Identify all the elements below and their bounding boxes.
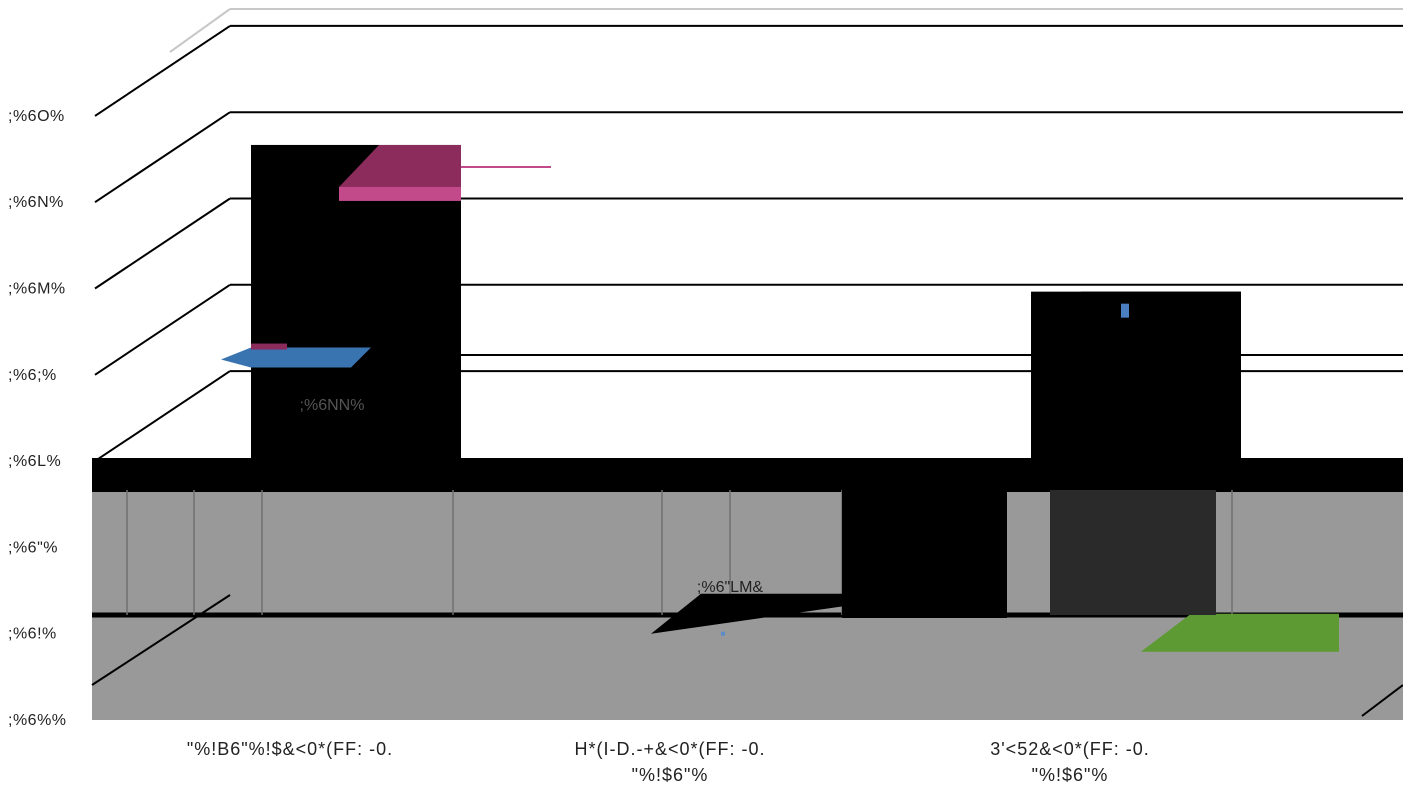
floor-dark-panel (842, 458, 1007, 618)
x-category-label-1: H*(I-D.-+&<0*(FF: -0. (574, 739, 765, 759)
grid-diagonal-4 (94, 283, 231, 376)
y-tick-label-0: ;%6%% (8, 712, 67, 729)
x-axis-labels: "%!B6"%!$&<0*(FF: -0. H*(I-D.-+&<0*(FF: -… (187, 739, 1150, 785)
y-tick-label-2: ;%6"% (8, 539, 58, 556)
bar-segment-0-0 (339, 144, 461, 187)
y-tick-label-7: ;%6O% (8, 108, 65, 125)
bar-group-1: ;%6"LM& (651, 579, 861, 636)
grid-diagonal-7 (94, 25, 231, 117)
bar-data-label-0: ;%6NN% (300, 397, 365, 414)
y-tick-label-3: ;%6L% (8, 453, 61, 470)
y-tick-label-6: ;%6N% (8, 194, 64, 211)
grid-diagonal-6 (94, 111, 231, 204)
bar-layer: ;%6NN% ;%6"LM& (221, 144, 1403, 652)
y-axis-ticks: ;%6%% ;%6!% ;%6"% ;%6L% ;%6;% ;%6M% ;%6N% ;%6O% (8, 108, 67, 729)
grid-diagonal-3 (94, 370, 231, 462)
bar-segment-2-0 (1141, 613, 1339, 652)
floor-right-diagonal (1361, 684, 1403, 717)
bar-body-0 (251, 144, 461, 490)
bar-group-2 (1031, 291, 1339, 652)
bar-group-0: ;%6NN% (221, 144, 551, 490)
bar-segment-0-1 (221, 347, 371, 368)
back-wall-corner-line (169, 8, 231, 53)
y-tick-label-1: ;%6!% (8, 626, 57, 643)
floor-left-diagonal (91, 594, 231, 686)
bar-segment-2-1 (1121, 303, 1129, 318)
bar-top-2 (1031, 291, 1241, 332)
bar-data-label-1: ;%6"LM& (697, 579, 763, 596)
x-category-sublabel-2: "%!$6"% (1032, 765, 1109, 785)
y-tick-label-4: ;%6;% (8, 367, 57, 384)
x-category-sublabel-1: "%!$6"% (632, 765, 709, 785)
bar-segment-cap-0-0 (339, 186, 461, 201)
floor-striped-panel (1050, 490, 1216, 615)
bar-segment-mark-0-1 (251, 343, 287, 350)
grid-diagonal-5 (94, 197, 231, 290)
x-category-label-0: "%!B6"%!$&<0*(FF: -0. (187, 739, 393, 759)
x-category-label-2: 3'<52&<0*(FF: -0. (990, 739, 1150, 759)
bar-top-1 (651, 593, 861, 634)
y-tick-label-5: ;%6M% (8, 281, 66, 298)
bar-segment-1-0 (721, 631, 725, 636)
